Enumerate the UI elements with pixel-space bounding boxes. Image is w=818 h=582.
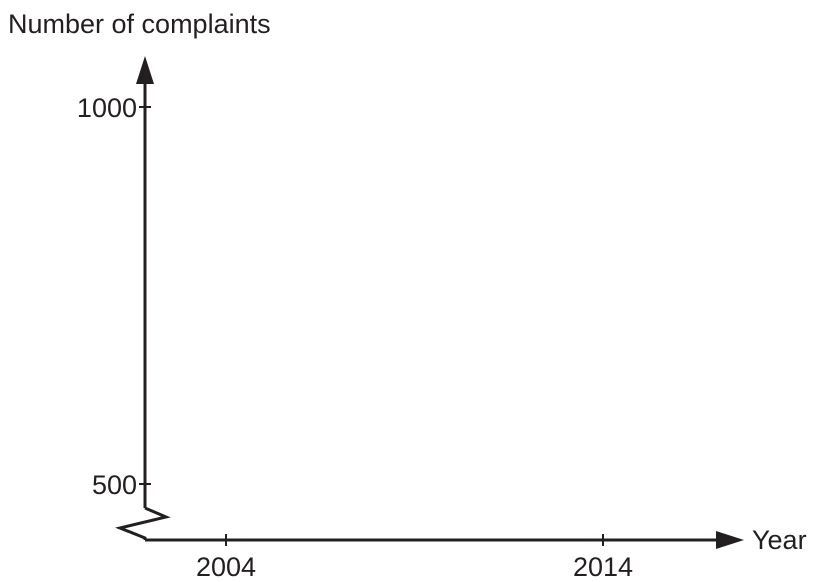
y-axis-arrowhead [136,56,154,84]
x-axis-arrowhead [716,531,744,549]
y-axis-break [115,506,171,540]
y-axis-label: Number of complaints [8,9,271,39]
x-ticks: 2004 2014 [196,534,633,582]
y-ticks: 500 1000 [77,93,151,500]
y-tick-label: 1000 [77,93,137,123]
x-axis-label: Year [752,525,807,555]
x-tick-label: 2014 [573,552,633,582]
y-tick-label: 500 [92,470,137,500]
x-tick-label: 2004 [196,552,256,582]
